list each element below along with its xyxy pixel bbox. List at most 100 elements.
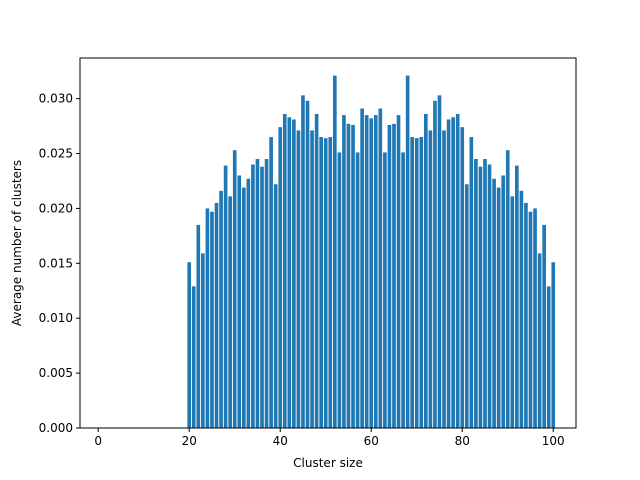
bar [478,166,483,428]
bar [214,202,219,428]
y-tick-label: 0.015 [39,256,73,270]
bar [378,108,383,428]
x-tick-label: 0 [94,434,102,448]
bar [237,175,242,428]
bar [246,178,251,428]
bar [205,208,210,428]
bar [492,178,496,428]
bar [337,152,342,429]
x-tick-label: 20 [182,434,197,448]
bar [273,184,278,428]
bar [519,190,524,428]
bar [328,137,333,429]
x-tick-label: 40 [273,434,288,448]
bar [314,113,319,429]
bar [264,159,269,428]
bar [210,211,214,428]
y-tick-label: 0.010 [39,311,73,325]
bar [196,224,201,428]
bar [296,130,301,428]
bar [278,127,283,429]
bar [282,113,287,429]
bar [191,286,196,428]
bar [242,187,246,428]
bar [483,159,487,428]
bar [455,113,460,429]
bar [501,175,506,428]
bar [310,130,314,428]
bar [433,100,437,428]
y-tick-label: 0.005 [39,366,73,380]
bar [251,164,255,428]
y-tick-label: 0.030 [39,92,73,106]
bar [201,253,205,428]
bar [428,130,433,428]
bar [287,117,292,428]
bar [419,137,424,429]
bar [496,187,501,428]
bar [460,127,465,429]
x-axis-label: Cluster size [293,456,363,470]
x-tick-label: 100 [542,434,565,448]
bar [464,184,469,428]
y-tick-label: 0.000 [39,421,73,435]
bar [469,137,474,429]
bar [546,286,551,428]
bar [542,224,546,428]
bar [474,159,478,428]
bar [360,108,364,428]
y-tick-label: 0.020 [39,201,73,215]
bar [323,138,328,428]
y-axis-label: Average number of clusters [10,160,24,326]
x-tick-label: 80 [455,434,470,448]
bar [255,159,260,428]
bar [414,138,419,428]
y-axis-ticks: 0.000 0.005 0.010 0.015 0.020 0.025 0.030 [39,92,80,435]
bar [528,211,533,428]
bar [269,137,273,429]
bar [228,196,232,428]
bars-group [187,75,556,429]
bar [424,113,428,429]
bar [524,202,528,428]
bar [410,137,414,429]
bar [355,152,360,429]
bar [387,124,392,428]
bar [187,262,192,428]
bar [533,208,537,428]
bar [219,190,223,428]
bar [551,262,556,428]
bar [451,117,455,428]
bar [487,164,492,428]
bar [292,119,296,428]
bar [437,95,442,428]
bar [319,137,323,429]
bar [401,152,405,429]
bar [383,152,387,429]
bar [301,95,305,428]
bar [515,165,519,428]
bar [405,75,410,428]
bar [346,123,351,428]
bar [396,115,401,428]
y-tick-label: 0.025 [39,147,73,161]
x-axis-ticks: 0 20 40 60 80 100 [94,428,565,448]
bar [537,253,542,428]
bar [442,130,446,428]
bar [392,123,396,428]
bar [260,166,264,428]
bar [510,196,515,428]
bar [351,124,355,428]
bar [505,150,510,429]
bar [333,75,337,428]
bar [373,115,378,428]
bar [305,100,310,428]
plot-frame [79,57,577,429]
bar [364,115,369,428]
bar [446,119,451,428]
bar [342,115,346,428]
bar [223,165,228,428]
x-tick-label: 60 [364,434,379,448]
bar [369,118,374,428]
